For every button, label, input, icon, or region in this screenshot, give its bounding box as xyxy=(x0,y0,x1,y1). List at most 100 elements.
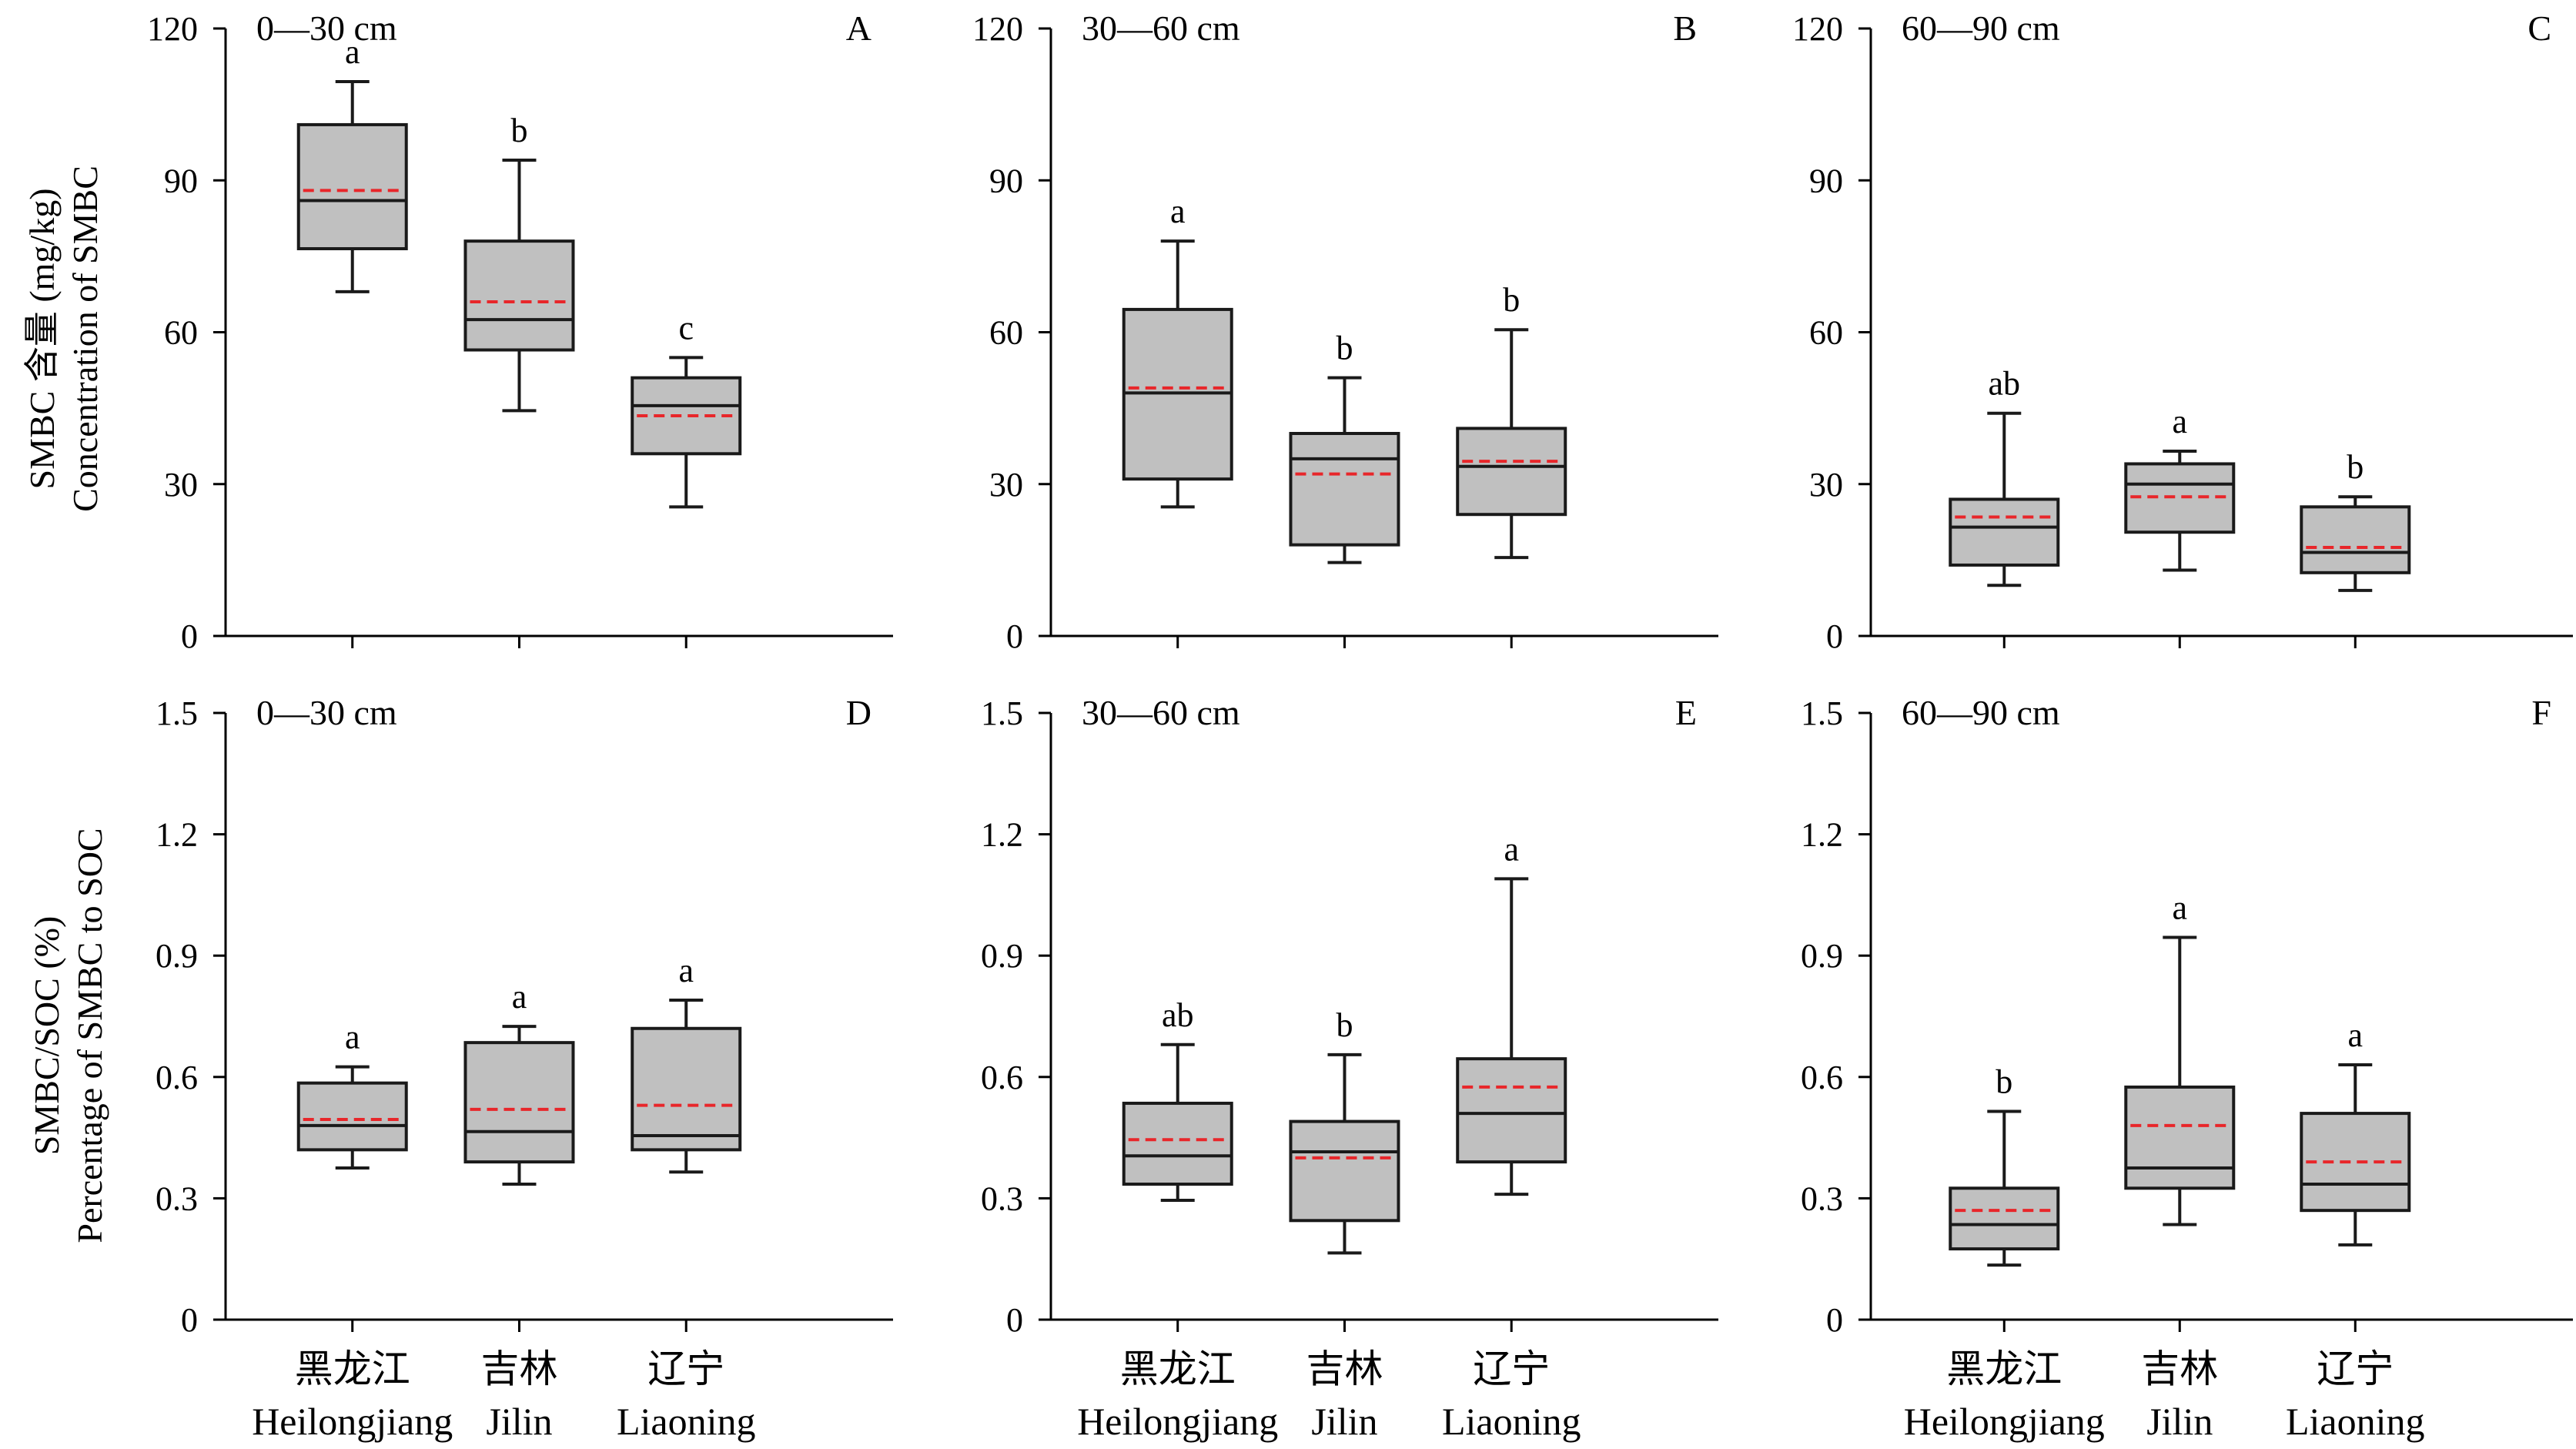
box-jilin: b xyxy=(1289,1006,1400,1255)
y-tick-label: 60 xyxy=(1809,314,1843,352)
panel-letter: C xyxy=(2527,8,2551,48)
box-heilongjiang: ab xyxy=(1949,365,2060,587)
box-liaoning: b xyxy=(2300,448,2411,592)
significance-letter: a xyxy=(1170,192,1186,230)
iqr-box xyxy=(1122,1101,1233,1186)
y-tick-label: 0 xyxy=(1006,1301,1023,1339)
box-liaoning: a xyxy=(2300,1016,2411,1247)
panel-title: 0—30 cm xyxy=(256,8,397,48)
y-tick-label: 0 xyxy=(1826,1301,1843,1339)
y-tick-label: 90 xyxy=(1809,162,1843,199)
box-jilin: a xyxy=(2124,403,2236,572)
significance-letter: ab xyxy=(1162,996,1194,1034)
box-jilin: b xyxy=(1289,330,1400,564)
box-heilongjiang: b xyxy=(1949,1062,2060,1267)
significance-letter: b xyxy=(1996,1062,2012,1100)
y-tick-label: 60 xyxy=(164,314,198,352)
significance-letter: a xyxy=(1504,830,1519,868)
box-liaoning: a xyxy=(1456,830,1567,1196)
x-category-label-en: Liaoning xyxy=(1442,1400,1581,1443)
y-tick-label: 0.9 xyxy=(981,937,1023,975)
significance-letter: a xyxy=(678,952,694,989)
x-category-label-en: Heilongjiang xyxy=(252,1400,453,1443)
panel-f: 0 0.3 0.6 0.9 1.2 1.5 60—90 cm Fb a a 黑龙江 Heilongji… xyxy=(1801,693,2573,1443)
significance-letter: b xyxy=(1336,1006,1353,1044)
x-category-label-cn: 辽宁 xyxy=(1473,1347,1550,1390)
significance-letter: a xyxy=(345,1019,360,1056)
iqr-box xyxy=(1289,432,1400,547)
y-tick-label: 1.2 xyxy=(981,816,1023,854)
iqr-box xyxy=(463,239,575,352)
iqr-box xyxy=(1456,427,1567,517)
y-tick-label: 90 xyxy=(164,162,198,199)
x-category-label-cn: 吉林 xyxy=(2141,1347,2218,1390)
panel-title: 60—90 cm xyxy=(1902,8,2060,48)
y-tick-label: 0.6 xyxy=(1801,1059,1843,1096)
panel-title: 30—60 cm xyxy=(1082,8,1240,48)
y-title-top-line1: SMBC 含量 (mg/kg) xyxy=(22,188,62,489)
iqr-box xyxy=(1289,1119,1400,1223)
significance-letter: a xyxy=(2173,889,2188,927)
y-tick-label: 1.5 xyxy=(981,694,1023,732)
y-tick-label: 1.2 xyxy=(1801,816,1843,854)
y-title-bottom-line1: SMBC/SOC (%) xyxy=(27,916,66,1156)
box-heilongjiang: ab xyxy=(1122,996,1233,1203)
panel-title: 30—60 cm xyxy=(1082,693,1240,732)
x-category-label-en: Heilongjiang xyxy=(1077,1400,1278,1443)
iqr-box xyxy=(2300,505,2411,574)
iqr-box xyxy=(296,1081,408,1152)
panel-letter: D xyxy=(846,693,871,732)
significance-letter: ab xyxy=(1989,365,2021,403)
y-title-top-line2: Concentration of SMBC xyxy=(65,166,105,512)
iqr-box xyxy=(463,1041,575,1164)
y-tick-label: 30 xyxy=(989,466,1023,504)
y-tick-label: 0.9 xyxy=(1801,937,1843,975)
significance-letter: b xyxy=(510,112,527,149)
x-category-label-cn: 吉林 xyxy=(480,1347,557,1390)
panel-e: 0 0.3 0.6 0.9 1.2 1.5 30—60 cm Eab b a 黑龙江 Heilongj… xyxy=(981,693,1718,1443)
iqr-box xyxy=(296,122,408,251)
x-category-label-en: Liaoning xyxy=(2286,1400,2425,1443)
y-tick-label: 0.6 xyxy=(981,1059,1023,1096)
panel-d: 0 0.3 0.6 0.9 1.2 1.5 0—30 cm Da a a 黑龙江 Heilongjia… xyxy=(156,693,893,1443)
significance-letter: b xyxy=(2347,448,2364,486)
panel-letter: B xyxy=(1673,8,1697,48)
y-tick-label: 120 xyxy=(147,10,198,48)
iqr-box xyxy=(2300,1112,2411,1213)
iqr-box xyxy=(1949,497,2060,567)
box-liaoning: c xyxy=(631,309,742,509)
significance-letter: b xyxy=(1503,281,1520,319)
y-tick-label: 0.6 xyxy=(156,1059,198,1096)
panel-letter: F xyxy=(2531,693,2551,732)
y-title-bottom-line2: Percentage of SMBC to SOC xyxy=(70,828,109,1243)
x-category-label-en: Jilin xyxy=(486,1400,552,1443)
x-category-label-en: Jilin xyxy=(1311,1400,1377,1443)
y-tick-label: 0 xyxy=(1006,617,1023,655)
significance-letter: a xyxy=(345,33,360,71)
x-category-label-cn: 辽宁 xyxy=(2317,1347,2394,1390)
iqr-box xyxy=(1456,1057,1567,1164)
x-category-label-cn: 吉林 xyxy=(1306,1347,1383,1390)
panel-b: 0 30 60 90 120 30—60 cm Ba b b xyxy=(972,8,1718,655)
y-tick-label: 0 xyxy=(181,617,198,655)
iqr-box xyxy=(1949,1186,2060,1251)
significance-letter: b xyxy=(1336,330,1353,367)
y-tick-label: 0.3 xyxy=(156,1180,198,1217)
y-tick-label: 0 xyxy=(181,1301,198,1339)
iqr-box xyxy=(2124,1085,2236,1190)
y-tick-label: 1.5 xyxy=(1801,694,1843,732)
box-jilin: a xyxy=(2124,889,2236,1226)
y-tick-label: 0 xyxy=(1826,617,1843,655)
box-liaoning: b xyxy=(1456,281,1567,560)
box-liaoning: a xyxy=(631,952,742,1174)
significance-letter: c xyxy=(678,309,694,346)
x-category-label-cn: 黑龙江 xyxy=(1120,1347,1236,1390)
y-tick-label: 60 xyxy=(989,314,1023,352)
x-category-label-cn: 黑龙江 xyxy=(1946,1347,2062,1390)
panel-a: 0 30 60 90 120 0—30 cm Aa b c xyxy=(147,8,893,655)
panel-title: 60—90 cm xyxy=(1902,693,2060,732)
box-heilongjiang: a xyxy=(296,33,408,293)
y-tick-label: 120 xyxy=(1792,10,1843,48)
